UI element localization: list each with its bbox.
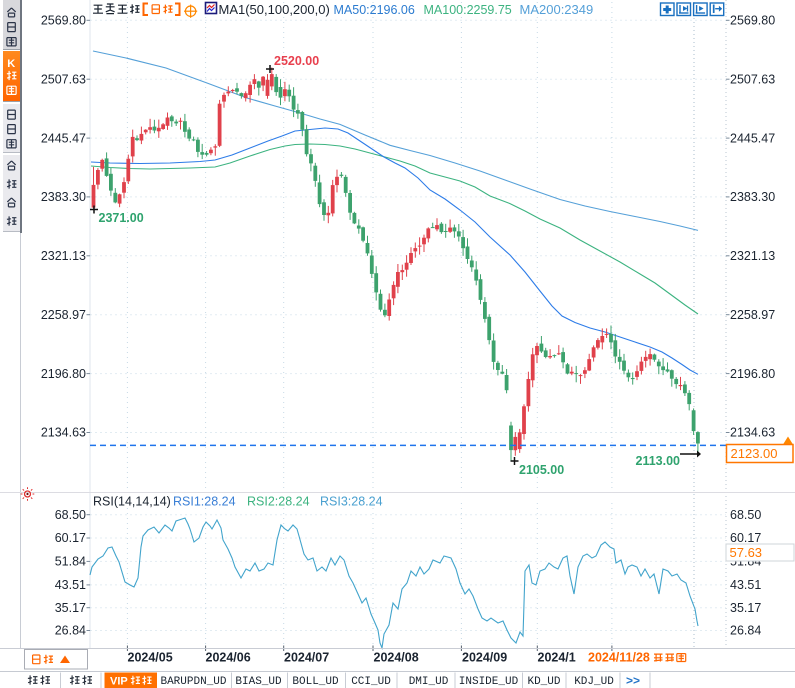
- svg-text:2569.80: 2569.80: [730, 14, 775, 28]
- svg-text:2383.30: 2383.30: [41, 190, 86, 204]
- svg-text:RSI3:28.24: RSI3:28.24: [320, 495, 383, 509]
- svg-text:2134.63: 2134.63: [41, 426, 86, 440]
- svg-text:BIAS_UD: BIAS_UD: [235, 676, 282, 688]
- svg-text:2569.80: 2569.80: [41, 14, 86, 28]
- svg-text:MA100:2259.75: MA100:2259.75: [424, 3, 512, 17]
- svg-text:2383.30: 2383.30: [730, 190, 775, 204]
- svg-text:RSI(14,14,14): RSI(14,14,14): [93, 495, 171, 509]
- svg-text:2113.00: 2113.00: [636, 454, 681, 468]
- svg-text:68.50: 68.50: [55, 508, 86, 522]
- svg-text:RSI2:28.24: RSI2:28.24: [247, 495, 310, 509]
- svg-text:K: K: [7, 58, 15, 70]
- svg-text:57.63: 57.63: [730, 545, 763, 560]
- svg-text:CCI_UD: CCI_UD: [351, 676, 391, 688]
- svg-text:2507.63: 2507.63: [41, 72, 86, 86]
- svg-text:68.50: 68.50: [730, 508, 761, 522]
- svg-text:2507.63: 2507.63: [730, 72, 775, 86]
- svg-text:2134.63: 2134.63: [730, 426, 775, 440]
- svg-text:2024/06: 2024/06: [206, 651, 251, 665]
- svg-text:26.84: 26.84: [730, 624, 761, 638]
- svg-text:2321.13: 2321.13: [730, 249, 775, 263]
- svg-text:35.17: 35.17: [55, 601, 86, 615]
- svg-text:2196.80: 2196.80: [730, 367, 775, 381]
- svg-text:2024/05: 2024/05: [128, 651, 173, 665]
- svg-text:2258.97: 2258.97: [41, 308, 86, 322]
- svg-text:KDJ_UD: KDJ_UD: [574, 676, 614, 688]
- svg-text:>>: >>: [626, 674, 640, 688]
- svg-text:2520.00: 2520.00: [274, 54, 319, 68]
- svg-text:DMI_UD: DMI_UD: [409, 676, 449, 688]
- svg-text:60.17: 60.17: [55, 531, 86, 545]
- svg-text:2371.00: 2371.00: [99, 211, 144, 225]
- svg-text:2024/11/28: 2024/11/28: [588, 651, 650, 665]
- svg-text:MA50:2196.06: MA50:2196.06: [334, 3, 415, 17]
- svg-text:2321.13: 2321.13: [41, 249, 86, 263]
- svg-text:KD_UD: KD_UD: [527, 676, 560, 688]
- svg-text:INSIDE_UD: INSIDE_UD: [459, 676, 519, 688]
- svg-text:VIP: VIP: [110, 676, 128, 688]
- svg-text:43.51: 43.51: [730, 578, 761, 592]
- svg-text:2024/09: 2024/09: [462, 651, 507, 665]
- svg-text:MA200:2349: MA200:2349: [520, 2, 594, 17]
- svg-text:2196.80: 2196.80: [41, 367, 86, 381]
- svg-text:2024/08: 2024/08: [374, 651, 419, 665]
- svg-text:35.17: 35.17: [730, 601, 761, 615]
- svg-text:2024/07: 2024/07: [284, 651, 329, 665]
- svg-text:BOLL_UD: BOLL_UD: [292, 676, 339, 688]
- svg-text:43.51: 43.51: [55, 578, 86, 592]
- svg-text:2123.00: 2123.00: [731, 446, 778, 461]
- svg-text:2105.00: 2105.00: [519, 463, 564, 477]
- svg-text:2445.47: 2445.47: [730, 131, 775, 145]
- svg-text:2024/1: 2024/1: [538, 651, 576, 665]
- svg-text:2258.97: 2258.97: [730, 308, 775, 322]
- svg-text:60.17: 60.17: [730, 531, 761, 545]
- svg-text:51.84: 51.84: [55, 555, 86, 569]
- svg-text:2445.47: 2445.47: [41, 131, 86, 145]
- svg-text:26.84: 26.84: [55, 624, 86, 638]
- svg-text:BARUPDN_UD: BARUPDN_UD: [160, 676, 226, 688]
- svg-text:MA1(50,100,200,0): MA1(50,100,200,0): [219, 2, 330, 17]
- svg-text:RSI1:28.24: RSI1:28.24: [173, 495, 236, 509]
